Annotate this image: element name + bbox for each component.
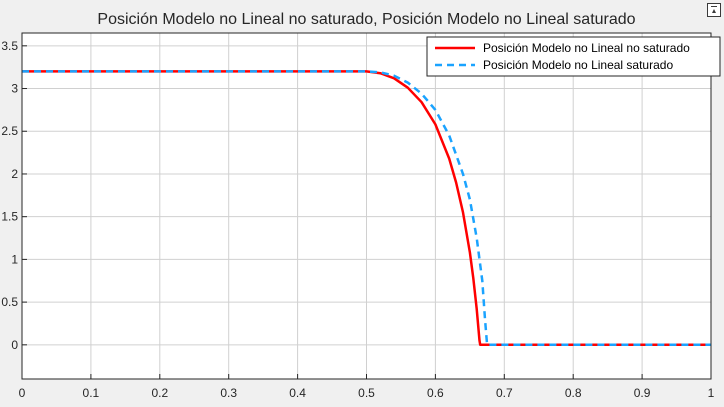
x-tick-label: 0.4 — [289, 386, 306, 400]
x-tick-label: 0 — [19, 386, 26, 400]
x-tick-label: 0.6 — [427, 386, 444, 400]
y-tick-label: 0.5 — [1, 295, 18, 309]
plot-area: 0 0.1 0.2 0.3 0.4 0.5 0.6 0.7 0.8 0.9 1 0 0.5 1 1.5 2 2.… — [1, 32, 715, 400]
legend-label-1: Posición Modelo no Lineal no saturado — [483, 41, 690, 55]
x-tick-label: 0.5 — [358, 386, 375, 400]
legend-label-2: Posición Modelo no Lineal saturado — [483, 58, 673, 72]
x-tick-label: 0.3 — [220, 386, 237, 400]
legend-box — [426, 36, 721, 77]
series-line-2 — [22, 70, 711, 347]
x-tick-label: 0.8 — [565, 386, 582, 400]
legend[interactable]: Posición Modelo no Lineal no saturado Pos… — [426, 36, 721, 77]
x-tick-label: 1 — [708, 386, 715, 400]
x-tick-label: 0.2 — [151, 386, 168, 400]
y-tick-label: 3 — [11, 82, 18, 96]
y-tick-label: 2 — [11, 167, 18, 181]
restore-view-icon[interactable] — [707, 3, 721, 17]
y-tick-label: 2.5 — [1, 124, 18, 138]
x-tick-label: 0.9 — [634, 386, 651, 400]
x-tick-label: 0.1 — [83, 386, 100, 400]
y-tick-label: 3.5 — [1, 39, 18, 53]
y-tick-label: 1 — [11, 252, 18, 266]
y-tick-label: 1.5 — [1, 210, 18, 224]
chart-title: Posición Modelo no Lineal no saturado, P… — [97, 11, 635, 28]
y-tick-label: 0 — [11, 338, 18, 352]
x-tick-label: 0.7 — [496, 386, 513, 400]
